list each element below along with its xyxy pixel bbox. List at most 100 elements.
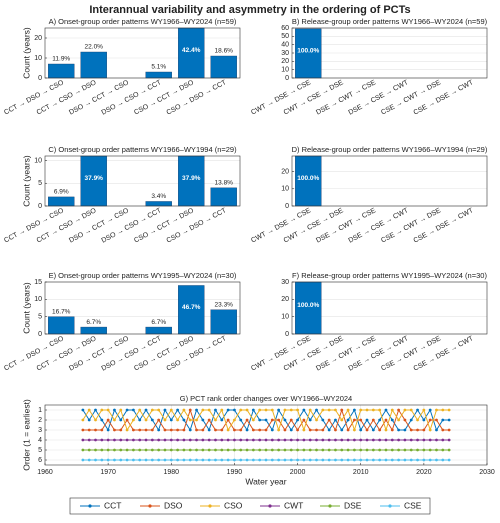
point — [397, 408, 400, 412]
legend-marker — [328, 504, 332, 508]
axes-box — [291, 281, 488, 335]
point — [346, 408, 350, 412]
bar — [145, 71, 172, 79]
x-tick-label: CSO → CCT → DSO — [133, 335, 195, 373]
x-tick-label: CWT → CSE → DSE — [283, 207, 345, 244]
point — [169, 448, 173, 452]
point — [302, 438, 306, 442]
legend-label: CSO — [224, 500, 243, 510]
figure-title: Interannual variability and asymmetry in… — [89, 4, 410, 16]
point — [441, 418, 445, 422]
point — [428, 438, 432, 442]
point — [397, 438, 400, 442]
y-tick-label: 6 — [38, 457, 42, 464]
point — [226, 408, 230, 412]
point — [163, 438, 167, 442]
point — [138, 408, 142, 412]
y-tick-label: 5 — [38, 180, 42, 187]
point — [321, 408, 325, 412]
y-tick-label: 20 — [281, 58, 289, 65]
bar — [80, 51, 107, 79]
point — [201, 458, 205, 462]
bar — [178, 285, 205, 335]
y-tick-label: 10 — [281, 186, 289, 193]
point — [296, 458, 299, 462]
point — [119, 408, 123, 412]
value-label: 23.3% — [215, 301, 234, 308]
point — [94, 428, 97, 432]
point — [283, 438, 287, 442]
point — [132, 448, 135, 452]
point — [251, 458, 255, 462]
point — [353, 418, 356, 422]
panel-title: A) Onset-group order patterns WY1966–WY2… — [49, 17, 237, 26]
y-axis-label: Order (1 = earliest) — [21, 399, 31, 471]
point — [144, 428, 148, 432]
y-tick-label: 0 — [38, 203, 42, 210]
point — [182, 458, 186, 462]
x-tick-label: DSE → CSE → CWT — [348, 207, 411, 245]
point — [315, 408, 318, 412]
point — [113, 418, 116, 422]
point — [409, 438, 413, 442]
x-tick-label: CSE → DSE → CWT — [413, 79, 476, 117]
point — [365, 408, 369, 412]
point — [113, 438, 116, 442]
point — [176, 458, 180, 462]
x-tick-label: CSE → DSE → CWT — [413, 207, 476, 245]
point — [245, 418, 249, 422]
point — [315, 428, 318, 432]
point — [264, 408, 268, 412]
y-tick-label: 10 — [281, 314, 289, 321]
value-label: 100.0% — [297, 175, 319, 182]
point — [132, 418, 135, 422]
point — [87, 448, 91, 452]
point — [87, 428, 91, 432]
point — [220, 438, 224, 442]
x-axis-label: Water year — [245, 476, 286, 486]
point — [245, 448, 249, 452]
x-tick-label: CCT → CSO → DSO — [36, 335, 98, 373]
point — [207, 428, 211, 432]
point — [226, 418, 230, 422]
point — [378, 408, 382, 412]
point — [403, 408, 407, 412]
point — [87, 408, 91, 412]
value-label: 22.0% — [85, 44, 104, 51]
point — [365, 418, 369, 422]
point — [106, 418, 110, 422]
point — [315, 458, 318, 462]
point — [258, 428, 262, 432]
legend-marker — [208, 504, 212, 508]
panel-title: E) Onset-group order patterns WY1995–WY2… — [49, 271, 237, 280]
point — [353, 448, 356, 452]
value-label: 6.7% — [86, 319, 101, 326]
point — [296, 438, 299, 442]
point — [144, 418, 148, 422]
point — [245, 458, 249, 462]
point — [283, 448, 287, 452]
value-label: 11.9% — [52, 56, 70, 63]
point — [251, 428, 255, 432]
y-tick-label: 1 — [38, 407, 42, 414]
point — [81, 428, 85, 432]
y-tick-label: 0 — [38, 75, 42, 82]
point — [150, 438, 154, 442]
point — [264, 448, 268, 452]
point — [182, 428, 186, 432]
point — [81, 408, 85, 412]
point — [365, 458, 369, 462]
legend-label: CWT — [284, 500, 303, 510]
legend-label: DSE — [344, 500, 362, 510]
y-tick-label: 0 — [285, 75, 289, 82]
point — [226, 448, 230, 452]
point — [150, 448, 154, 452]
point — [220, 458, 224, 462]
value-label: 46.7% — [182, 304, 201, 311]
point — [233, 458, 236, 462]
point — [150, 408, 154, 412]
value-label: 42.4% — [182, 47, 201, 54]
point — [245, 428, 249, 432]
point — [397, 418, 400, 422]
point — [150, 428, 154, 432]
